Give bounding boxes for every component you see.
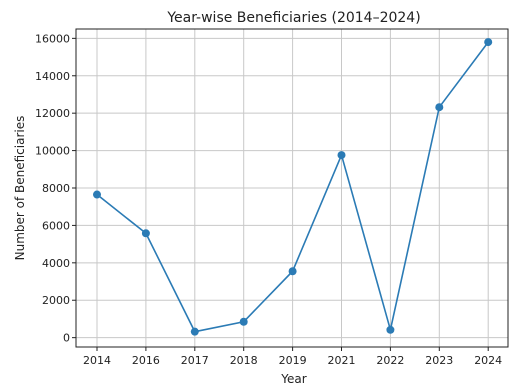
y-tick-label: 12000 bbox=[35, 107, 70, 120]
x-axis: 2014 2016 2017 2018 2019 2021 2022 2023 2024 bbox=[83, 347, 502, 367]
x-tick-label: 2017 bbox=[181, 354, 209, 367]
data-point bbox=[93, 190, 101, 199]
x-tick-label: 2019 bbox=[279, 354, 307, 367]
y-tick-label: 8000 bbox=[42, 182, 70, 195]
data-point bbox=[435, 103, 444, 112]
data-point bbox=[337, 151, 346, 160]
grid bbox=[76, 29, 508, 347]
y-tick-label: 14000 bbox=[35, 70, 70, 83]
y-tick-label: 10000 bbox=[35, 145, 70, 158]
x-tick-label: 2018 bbox=[230, 354, 258, 367]
data-point bbox=[239, 317, 248, 326]
x-axis-label: Year bbox=[280, 372, 306, 383]
x-tick-label: 2023 bbox=[425, 354, 453, 367]
data-point bbox=[386, 325, 395, 334]
y-tick-label: 0 bbox=[63, 332, 70, 345]
x-tick-label: 2014 bbox=[83, 354, 111, 367]
data-point bbox=[190, 327, 199, 336]
x-tick-label: 2024 bbox=[474, 354, 502, 367]
x-tick-label: 2021 bbox=[328, 354, 356, 367]
data-point bbox=[288, 267, 297, 276]
y-axis-label: Number of Beneficiaries bbox=[13, 116, 27, 261]
data-point bbox=[141, 229, 150, 238]
data-point bbox=[484, 38, 493, 47]
y-tick-label: 16000 bbox=[35, 32, 70, 45]
y-tick-label: 6000 bbox=[42, 219, 70, 232]
y-axis: 0 2000 4000 6000 8000 10000 12000 14000 16000 bbox=[35, 32, 76, 345]
x-tick-label: 2022 bbox=[376, 354, 404, 367]
x-tick-label: 2016 bbox=[132, 354, 160, 367]
chart-title: Year-wise Beneficiaries (2014–2024) bbox=[166, 10, 420, 26]
y-tick-label: 4000 bbox=[42, 257, 70, 270]
y-tick-label: 2000 bbox=[42, 294, 70, 307]
data-points bbox=[93, 38, 493, 336]
